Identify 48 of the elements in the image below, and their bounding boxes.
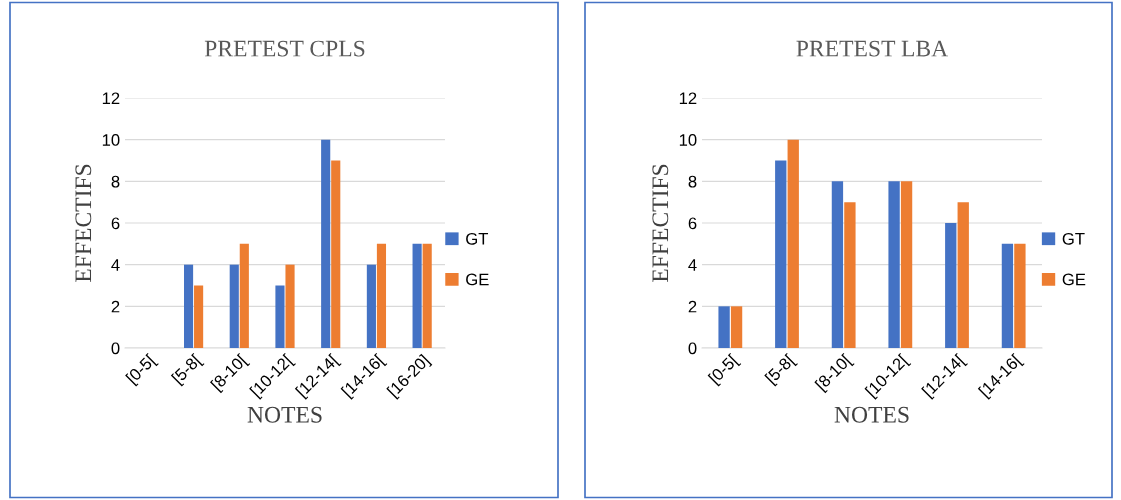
y-tick-label: 12	[102, 92, 120, 105]
bar	[321, 139, 331, 348]
legend-label: GT	[1062, 232, 1085, 245]
y-tick-label: 8	[111, 175, 120, 188]
y-tick-label: 0	[111, 342, 120, 355]
bar	[229, 264, 239, 348]
chart-title: PRETEST CPLS	[204, 40, 365, 57]
bar	[775, 160, 787, 348]
bar	[366, 264, 376, 348]
legend-label: GE	[466, 273, 489, 286]
bar	[957, 202, 969, 348]
y-tick-label: 8	[688, 175, 697, 188]
bar	[844, 202, 856, 348]
bar	[412, 243, 422, 348]
y-tick-label: 2	[111, 300, 120, 313]
y-tick-label: 12	[679, 92, 697, 105]
x-axis-title: NOTES	[834, 406, 909, 423]
legend-label: GE	[1062, 273, 1086, 286]
bar	[331, 160, 341, 348]
bar	[1014, 243, 1026, 348]
bar	[422, 243, 432, 348]
bar	[888, 181, 900, 348]
y-tick-label: 10	[679, 134, 697, 146]
chart-title: PRETEST LBA	[796, 40, 949, 57]
x-axis-title: NOTES	[247, 406, 322, 423]
y-tick-label: 0	[688, 342, 697, 355]
y-tick-label: 2	[688, 300, 697, 313]
bar	[376, 243, 387, 348]
bar	[831, 181, 844, 348]
y-axis-title: EFFECTIFS	[652, 164, 669, 283]
bar	[945, 223, 957, 348]
bar	[183, 264, 194, 348]
bar	[194, 285, 204, 348]
y-axis-title: EFFECTIFS	[75, 164, 92, 283]
bar	[275, 285, 285, 348]
bar	[900, 181, 913, 348]
bar	[718, 306, 730, 348]
bar	[787, 139, 799, 348]
bar	[239, 243, 249, 348]
y-tick-label: 4	[111, 259, 120, 271]
bar	[1001, 243, 1014, 348]
bar	[730, 306, 743, 348]
bar	[285, 264, 295, 348]
y-tick-label: 6	[688, 217, 697, 230]
y-tick-label: 6	[111, 217, 120, 230]
legend-label: GT	[466, 232, 489, 245]
y-tick-label: 10	[102, 134, 120, 146]
y-tick-label: 4	[688, 259, 697, 271]
